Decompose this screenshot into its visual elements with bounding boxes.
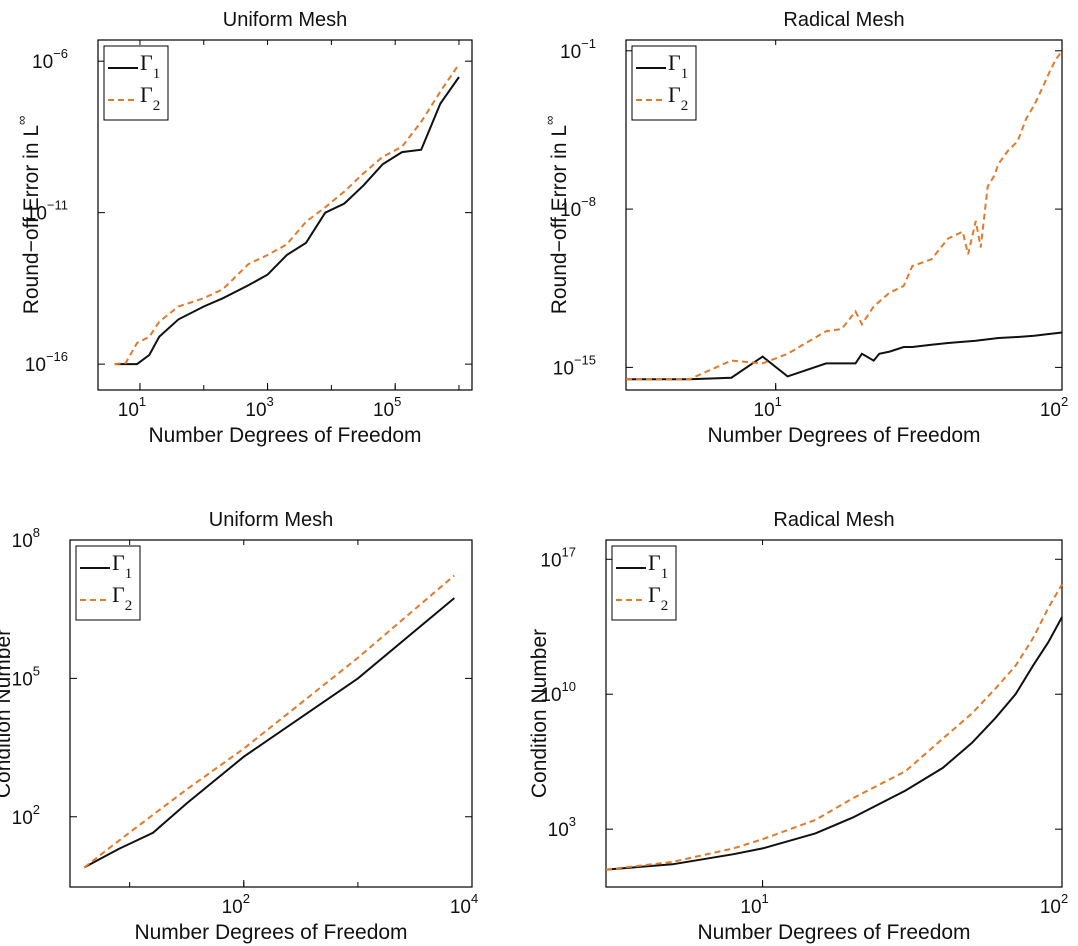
axes-frame (625, 39, 1063, 391)
y-tick-label: 102 (12, 802, 40, 829)
x-axis-label: Number Degrees of Freedom (697, 921, 970, 944)
chart-title: Radical Mesh (783, 9, 904, 31)
series-line-gamma-1 (626, 331, 1063, 381)
y-tick-label: 108 (12, 525, 40, 552)
x-tick-exponent: 3 (267, 394, 274, 409)
y-tick-label: 1017 (540, 544, 576, 571)
legend-label-subscript: 2 (153, 98, 161, 114)
legend-box (631, 45, 697, 121)
y-tick-label: 105 (12, 663, 40, 690)
y-tick-exponent: 2 (33, 802, 40, 817)
x-tick-exponent: 2 (1061, 394, 1068, 409)
legend-box (611, 545, 677, 621)
y-tick-label: 10−15 (553, 352, 596, 379)
series-line-gamma-1 (83, 597, 455, 869)
legend-label-subscript: 2 (125, 598, 133, 614)
legend-label-subscript: 1 (125, 566, 133, 582)
series-line-gamma-1 (605, 616, 1063, 871)
x-tick-exponent: 5 (394, 394, 401, 409)
legend-box (103, 45, 169, 121)
x-axis-label: Number Degrees of Freedom (707, 424, 980, 447)
x-tick-label: 102 (1040, 891, 1068, 918)
x-tick-label: 101 (118, 394, 146, 421)
x-tick-exponent: 1 (775, 394, 782, 409)
axes-frame (97, 39, 473, 391)
series-line-gamma-2 (626, 50, 1063, 381)
chart-panel-4: Radical Mesh Number Degrees of Freedom Con… (528, 509, 1068, 944)
chart-title: Uniform Mesh (223, 9, 347, 31)
x-tick-label: 102 (222, 891, 250, 918)
y-axis-label: Condition Number (0, 629, 15, 798)
series-line-gamma-2 (114, 63, 460, 366)
y-tick-exponent: −15 (574, 352, 596, 367)
x-tick-label: 101 (754, 394, 782, 421)
y-tick-label: 103 (548, 814, 576, 841)
x-tick-exponent: 2 (1061, 891, 1068, 906)
legend-label-subscript: 1 (153, 66, 161, 82)
y-axis-label: Condition Number (528, 629, 551, 798)
legend-box (75, 545, 141, 621)
chart-panel-3: Uniform Mesh Number Degrees of Freedom Con… (0, 509, 478, 944)
x-tick-label: 103 (245, 394, 273, 421)
y-tick-exponent: 8 (33, 525, 40, 540)
y-tick-exponent: −16 (46, 349, 68, 364)
series-line-gamma-2 (605, 583, 1063, 871)
x-tick-label: 101 (740, 891, 768, 918)
x-tick-label: 105 (373, 394, 401, 421)
x-axis-label: Number Degrees of Freedom (134, 921, 407, 944)
x-tick-exponent: 4 (471, 891, 478, 906)
y-tick-exponent: −1 (581, 36, 596, 51)
y-tick-exponent: 10 (562, 679, 576, 694)
y-tick-exponent: −6 (53, 46, 68, 61)
axes-frame (605, 539, 1063, 888)
y-tick-label: 10−16 (25, 349, 68, 376)
y-tick-exponent: 3 (569, 814, 576, 829)
y-tick-exponent: −8 (581, 194, 596, 209)
x-tick-label: 104 (450, 891, 478, 918)
chart-title: Radical Mesh (773, 509, 894, 531)
x-tick-label: 102 (1040, 394, 1068, 421)
legend-label-subscript: 1 (661, 566, 669, 582)
axes-frame (69, 539, 473, 888)
legend-label-subscript: 1 (681, 66, 689, 82)
series-line-gamma-2 (83, 574, 455, 869)
legend-label-subscript: 2 (661, 598, 669, 614)
y-tick-exponent: 5 (33, 663, 40, 678)
y-tick-label: 10−1 (560, 36, 596, 63)
y-axis-label-superscript: ∞ (542, 116, 557, 125)
y-tick-label: 10−6 (32, 46, 68, 73)
legend-label-subscript: 2 (681, 98, 689, 114)
y-tick-exponent: −11 (47, 198, 68, 213)
x-tick-exponent: 1 (139, 394, 146, 409)
y-tick-exponent: 17 (562, 544, 576, 559)
x-tick-exponent: 2 (243, 891, 250, 906)
series-line-gamma-1 (114, 76, 460, 366)
y-axis-label-superscript: ∞ (14, 116, 29, 125)
chart-title: Uniform Mesh (209, 509, 333, 531)
x-tick-exponent: 1 (762, 891, 769, 906)
x-axis-label: Number Degrees of Freedom (148, 424, 421, 447)
